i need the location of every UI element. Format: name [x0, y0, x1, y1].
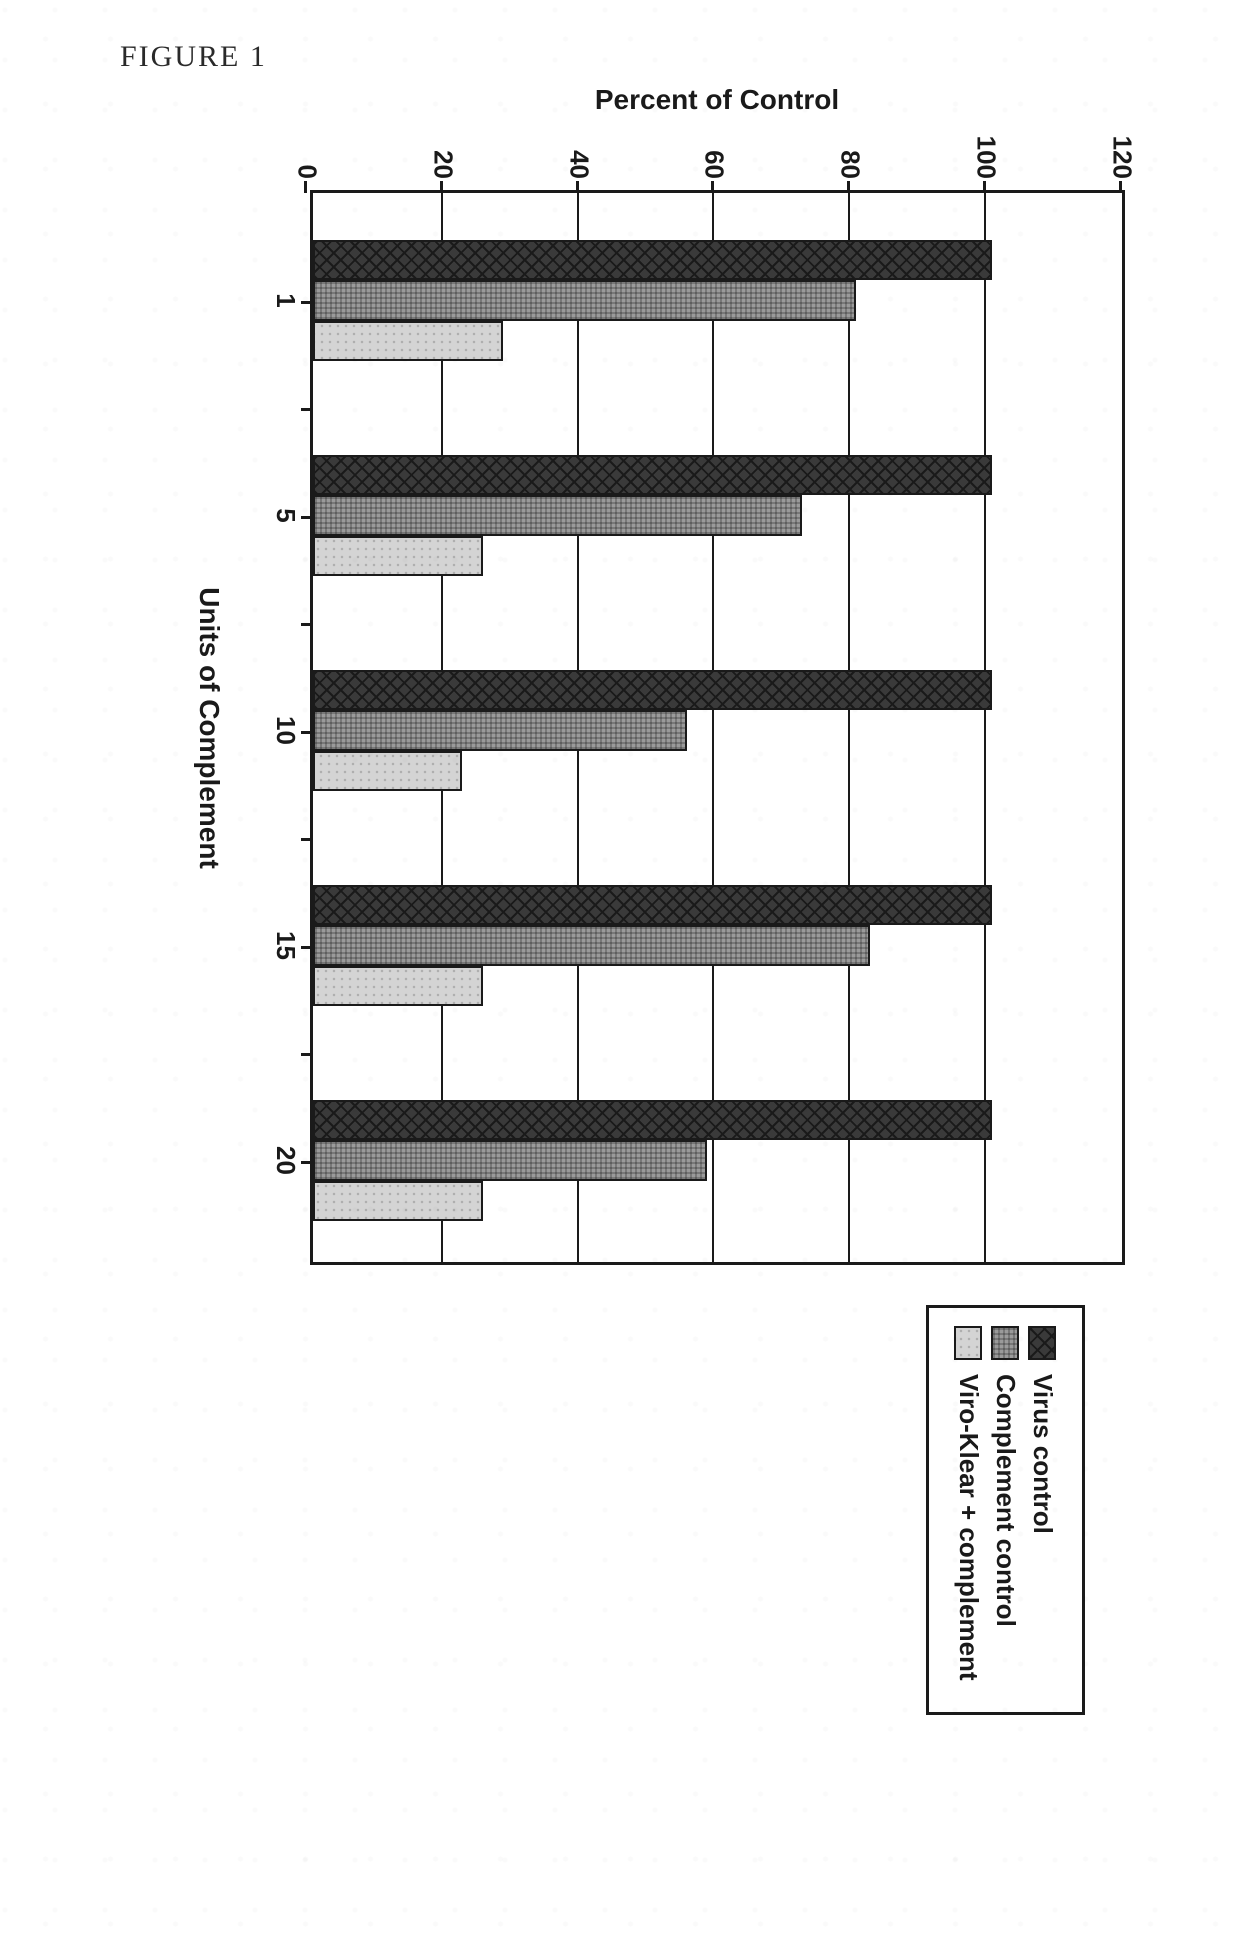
bar-group	[313, 193, 1122, 408]
ytick-mark	[847, 181, 850, 193]
bar	[313, 751, 462, 791]
xtick-label: 15	[270, 931, 301, 960]
ytick-label: 60	[699, 150, 730, 179]
bar	[313, 495, 802, 535]
xtick-label: 1	[270, 293, 301, 307]
xtick-boundary	[301, 1053, 313, 1056]
legend-label: Complement control	[990, 1374, 1021, 1627]
page: FIGURE 1 02040608010012015101520Percent …	[0, 0, 1240, 1941]
ytick-mark	[983, 181, 986, 193]
chart-inner-rotated: 02040608010012015101520Percent of Contro…	[65, 45, 1185, 1745]
xtick-boundary	[301, 623, 313, 626]
bar	[313, 240, 992, 280]
xtick-mark	[301, 731, 313, 734]
ytick-mark	[440, 181, 443, 193]
bar	[313, 455, 992, 495]
bar	[313, 1140, 707, 1180]
ytick-mark	[712, 181, 715, 193]
ytick-label: 40	[563, 150, 594, 179]
plot-area: 02040608010012015101520	[313, 193, 1122, 1262]
legend-label: Virus control	[1027, 1374, 1058, 1534]
xtick-mark	[301, 946, 313, 949]
bar	[313, 321, 503, 361]
xtick-label: 20	[270, 1146, 301, 1175]
legend: Virus controlComplement controlViro-Klea…	[926, 1305, 1085, 1715]
bar	[313, 536, 483, 576]
legend-swatch	[955, 1326, 983, 1360]
plot-frame: 02040608010012015101520	[310, 190, 1125, 1265]
bar	[313, 1100, 992, 1140]
chart-container: 02040608010012015101520Percent of Contro…	[65, 45, 1185, 1745]
y-axis-title: Percent of Control	[595, 84, 839, 116]
bar-group	[313, 838, 1122, 1053]
legend-label: Viro-Klear + complement	[953, 1374, 984, 1681]
bar	[313, 885, 992, 925]
legend-swatch	[1029, 1326, 1057, 1360]
bar	[313, 925, 870, 965]
ytick-label: 120	[1107, 136, 1138, 179]
x-axis-title: Units of Complement	[193, 587, 225, 869]
bar	[313, 1181, 483, 1221]
legend-row: Complement control	[990, 1326, 1021, 1690]
legend-swatch	[992, 1326, 1020, 1360]
ytick-label: 100	[971, 136, 1002, 179]
ytick-label: 0	[292, 165, 323, 179]
bar	[313, 280, 856, 320]
ytick-mark	[576, 181, 579, 193]
bar	[313, 966, 483, 1006]
xtick-mark	[301, 516, 313, 519]
xtick-label: 5	[270, 508, 301, 522]
bar	[313, 670, 992, 710]
xtick-boundary	[301, 838, 313, 841]
xtick-boundary	[301, 408, 313, 411]
bar-group	[313, 1053, 1122, 1268]
bar-group	[313, 408, 1122, 623]
ytick-label: 20	[427, 150, 458, 179]
xtick-label: 10	[270, 716, 301, 745]
legend-row: Viro-Klear + complement	[953, 1326, 984, 1690]
ytick-mark	[304, 181, 307, 193]
ytick-label: 80	[835, 150, 866, 179]
legend-row: Virus control	[1027, 1326, 1058, 1690]
bar	[313, 710, 687, 750]
ytick-mark	[1119, 181, 1122, 193]
xtick-mark	[301, 1161, 313, 1164]
xtick-mark	[301, 301, 313, 304]
bar-group	[313, 623, 1122, 838]
